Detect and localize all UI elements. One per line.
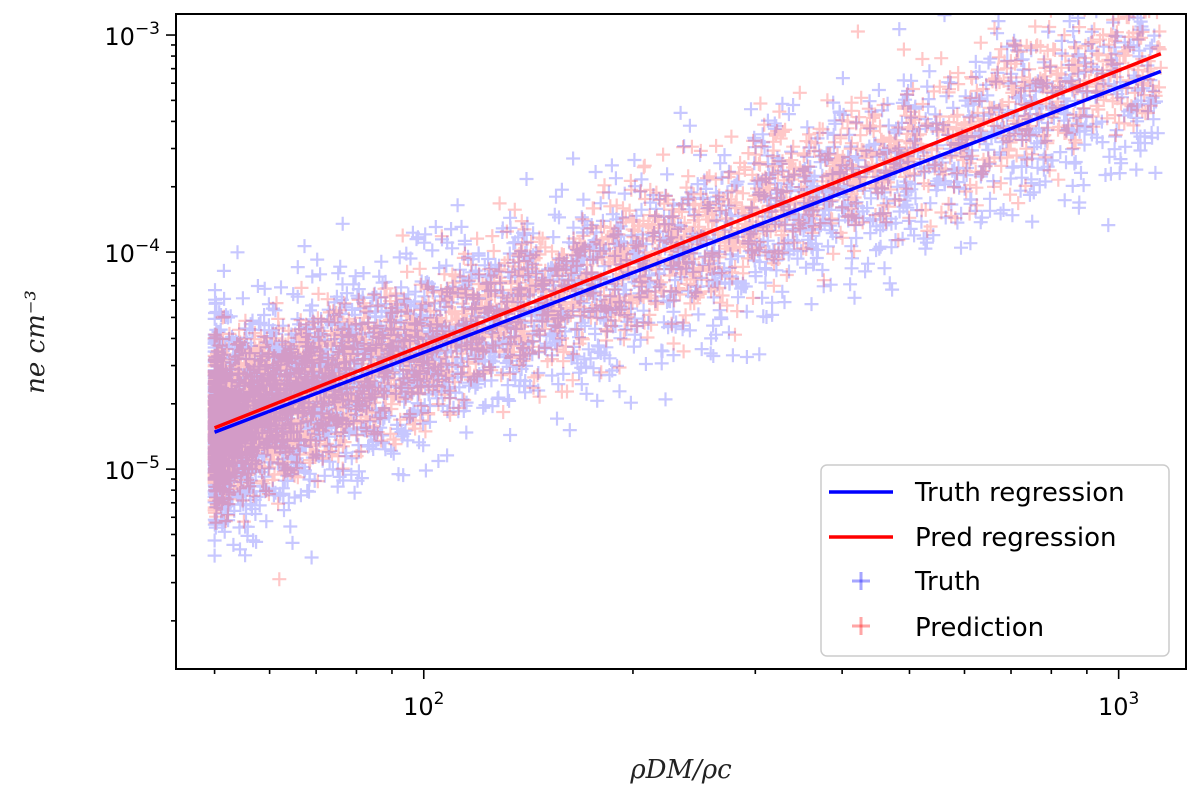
legend: Truth regression Pred regression Truth P… xyxy=(820,464,1170,657)
y-tick-label-1e-3: 10−3 xyxy=(104,19,160,51)
legend-prediction-label: Prediction xyxy=(915,613,1044,643)
legend-pred-regression-label: Pred regression xyxy=(915,523,1117,553)
plot-frame xyxy=(175,13,1187,670)
regression-lines xyxy=(213,52,1162,434)
x-tick-labels: 102 103 xyxy=(403,689,1139,721)
legend-prediction-marker xyxy=(852,617,870,635)
x-axis-label: ρDM/ρc xyxy=(629,755,732,785)
x-tick-label-1000: 103 xyxy=(1098,689,1139,721)
axis-ticks xyxy=(166,34,1120,679)
y-axis-label: ne cm⁻³ xyxy=(21,290,51,394)
series-prediction xyxy=(207,14,1168,587)
scatter-markers-truth xyxy=(207,14,1165,565)
scatter-points xyxy=(207,14,1168,587)
pred-regression-line xyxy=(213,52,1162,430)
legend-truth-regression-label: Truth regression xyxy=(914,478,1125,508)
legend-truth-label: Truth xyxy=(914,567,981,597)
legend-box xyxy=(820,464,1170,657)
y-tick-label-1e-5: 10−5 xyxy=(104,453,160,485)
x-tick-label-100: 102 xyxy=(403,689,444,721)
y-tick-label-1e-4: 10−4 xyxy=(104,236,160,268)
legend-truth-marker xyxy=(852,572,870,590)
truth-regression-line xyxy=(213,69,1162,434)
scatter-markers-prediction xyxy=(207,14,1168,587)
y-tick-labels: 10−5 10−4 10−3 xyxy=(104,19,160,485)
series-truth xyxy=(207,14,1165,565)
